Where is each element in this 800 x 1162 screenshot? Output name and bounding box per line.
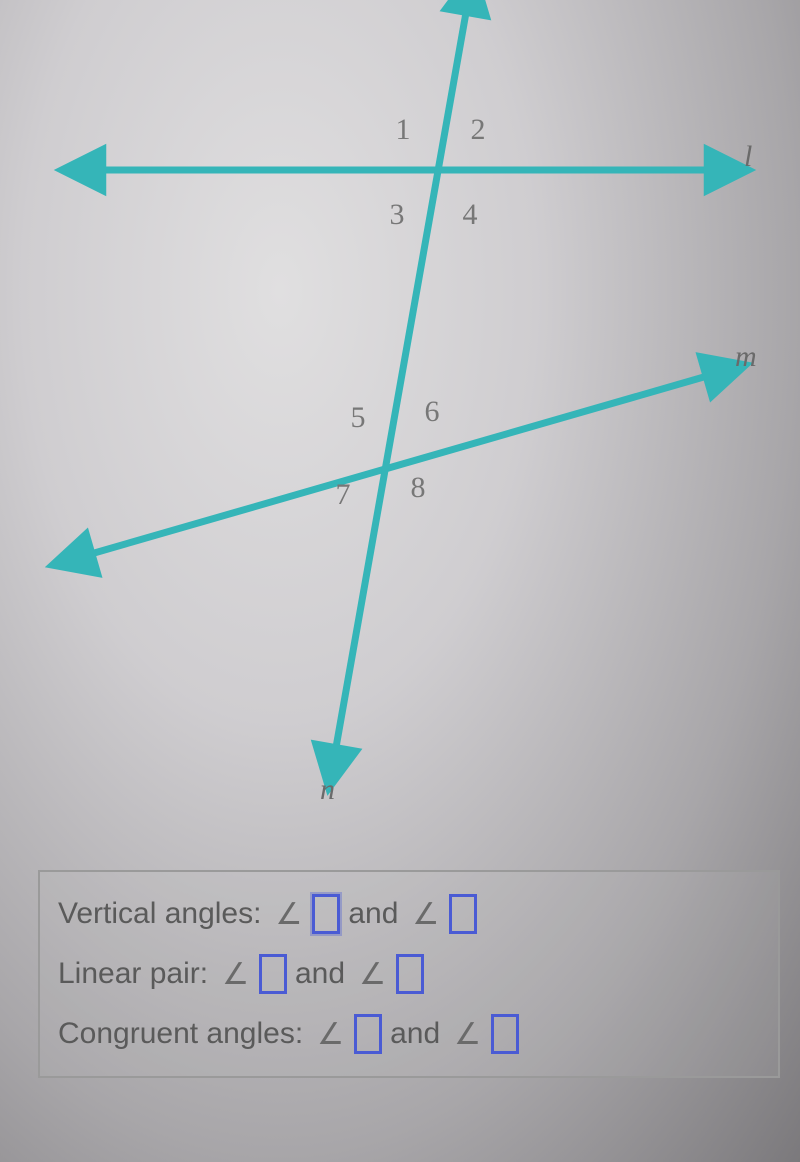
angle-symbol-icon: ∠ (412, 897, 439, 932)
angle-symbol-icon: ∠ (359, 957, 386, 992)
answer-box: Vertical angles: ∠ and ∠ Linear pair: ∠ … (38, 870, 780, 1078)
angle-label-6: 6 (425, 395, 440, 429)
angle-label-3: 3 (390, 198, 405, 232)
row-label: Congruent angles: (58, 1017, 303, 1051)
row-vertical-angles: Vertical angles: ∠ and ∠ (58, 894, 760, 934)
angle-symbol-icon: ∠ (222, 957, 249, 992)
row-congruent-angles: Congruent angles: ∠ and ∠ (58, 1014, 760, 1054)
angle-label-1: 1 (396, 113, 411, 147)
congruent-angle-input-b[interactable] (491, 1014, 519, 1054)
angle-symbol-icon: ∠ (275, 897, 302, 932)
angle-label-4: 4 (463, 198, 478, 232)
and-text: and (295, 957, 345, 991)
line-label-l: l (744, 140, 752, 174)
line-label-n: n (320, 773, 335, 807)
linear-pair-input-b[interactable] (396, 954, 424, 994)
line-label-m: m (735, 340, 757, 374)
and-text: and (390, 1017, 440, 1051)
row-linear-pair: Linear pair: ∠ and ∠ (58, 954, 760, 994)
angle-label-5: 5 (351, 401, 366, 435)
angle-symbol-icon: ∠ (317, 1017, 344, 1052)
vertical-angle-input-a[interactable] (312, 894, 340, 934)
congruent-angle-input-a[interactable] (354, 1014, 382, 1054)
angle-symbol-icon: ∠ (454, 1017, 481, 1052)
row-label: Linear pair: (58, 957, 208, 991)
angle-label-2: 2 (471, 113, 486, 147)
angle-label-8: 8 (411, 471, 426, 505)
row-label: Vertical angles: (58, 897, 261, 931)
and-text: and (348, 897, 398, 931)
linear-pair-input-a[interactable] (259, 954, 287, 994)
angle-label-7: 7 (336, 478, 351, 512)
vertical-angle-input-b[interactable] (449, 894, 477, 934)
